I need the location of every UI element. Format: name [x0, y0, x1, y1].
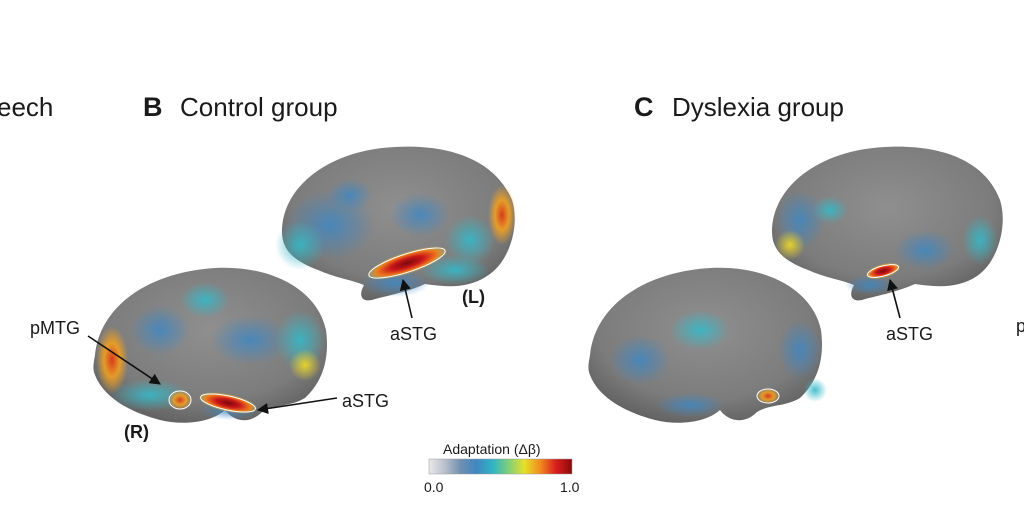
control-right-astg-label: aSTG	[342, 391, 389, 411]
dyslexia-left-astg-label: aSTG	[886, 324, 933, 344]
panel-b: B Control group aSTG (L)	[30, 92, 516, 442]
dyslexia-left-astg-arrow	[887, 278, 901, 319]
dyslexia-right-hemisphere	[588, 267, 827, 423]
control-left-hemisphere-label: (L)	[462, 287, 485, 307]
control-left-hemisphere	[275, 146, 516, 301]
control-left-astg-arrow	[399, 278, 413, 319]
control-right-hemisphere-label: (R)	[124, 422, 149, 442]
control-right-pmtg-activation	[168, 390, 192, 410]
panel-b-title: Control group	[180, 92, 338, 122]
panel-c-letter: C	[634, 92, 654, 122]
panel-c: C Dyslexia group aSTG p	[588, 92, 1024, 423]
panel-c-cut-label: p	[1016, 316, 1024, 336]
control-left-astg-label: aSTG	[390, 324, 437, 344]
dyslexia-left-astg-activation	[865, 262, 901, 280]
control-left-astg-activation	[366, 246, 448, 280]
panel-a-partial-heading: eech	[0, 92, 53, 122]
control-right-pmtg-label: pMTG	[30, 318, 80, 338]
colorbar-max-label: 1.0	[560, 479, 580, 495]
control-right-astg-activation	[198, 392, 258, 414]
colorbar-min-label: 0.0	[424, 479, 444, 495]
colorbar-title: Adaptation (Δβ)	[443, 441, 541, 457]
panel-c-title: Dyslexia group	[672, 92, 844, 122]
colorbar: Adaptation (Δβ) 0.0 1.0	[424, 441, 580, 495]
dyslexia-right-astg-activation	[756, 388, 780, 404]
control-right-astg-arrow	[256, 397, 338, 415]
control-right-hemisphere	[93, 267, 328, 423]
control-right-pmtg-arrow	[87, 335, 161, 385]
dyslexia-left-hemisphere	[772, 146, 1003, 301]
panel-b-letter: B	[143, 92, 163, 122]
colorbar-gradient	[428, 458, 573, 475]
